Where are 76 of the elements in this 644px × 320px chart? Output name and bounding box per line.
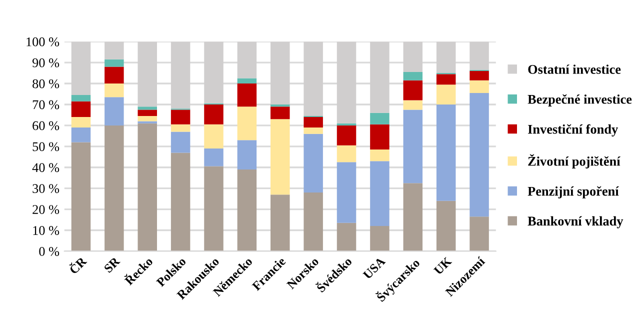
y-tick-label: 30 % <box>32 184 60 194</box>
bar <box>138 110 157 116</box>
bar <box>270 106 290 120</box>
bar <box>138 106 157 110</box>
bar <box>237 140 257 170</box>
bar <box>270 104 290 107</box>
y-tick-label: 40 % <box>32 163 60 172</box>
bar <box>71 142 91 252</box>
bar <box>304 117 323 128</box>
bar <box>270 119 290 195</box>
bar <box>204 166 224 252</box>
bar <box>403 80 423 100</box>
bar <box>104 59 124 67</box>
y-tick-label: 80 % <box>32 79 60 88</box>
x-tick-label: ČR <box>67 254 88 275</box>
y-tick-label: 70 % <box>32 100 60 110</box>
x-tick-label: SR <box>104 256 120 274</box>
bar <box>204 104 224 124</box>
bar <box>436 104 456 201</box>
bar <box>304 128 323 134</box>
legend-label: Životní pojištění <box>528 154 620 168</box>
bar <box>370 124 390 150</box>
legend-label: Investiční fondy <box>528 124 618 136</box>
y-tick-label: 60 % <box>32 121 60 130</box>
bar <box>436 200 456 252</box>
bar <box>336 125 356 146</box>
legend-label: Bankovní vklady <box>528 216 624 228</box>
bar <box>470 216 489 252</box>
bar <box>237 78 257 84</box>
bar <box>104 66 124 84</box>
bar <box>138 123 157 252</box>
bar <box>104 125 124 252</box>
bar <box>304 134 323 193</box>
bar <box>470 70 489 80</box>
bar <box>336 145 356 162</box>
bar <box>304 192 323 252</box>
y-tick-label: 20 % <box>32 205 60 214</box>
bar <box>436 74 456 85</box>
y-tick-label: 90 % <box>32 58 60 68</box>
bar <box>138 116 157 122</box>
legend-label: Penzijní spoření <box>528 186 619 198</box>
bar <box>71 117 91 128</box>
bar <box>370 150 390 162</box>
bar <box>470 92 489 217</box>
legend-label: Bezpečné investice <box>528 94 632 106</box>
bar <box>204 124 224 148</box>
y-tick-label: 10 % <box>33 226 60 235</box>
bar <box>104 97 124 126</box>
y-tick-label: 0 % <box>39 247 60 256</box>
bar <box>403 72 423 80</box>
bar <box>104 84 124 98</box>
bar <box>336 162 356 223</box>
bar <box>237 169 257 252</box>
bar <box>436 84 456 104</box>
bar <box>170 152 190 252</box>
bar <box>170 132 190 153</box>
legend-label: Ostatní investice <box>528 64 621 74</box>
bar <box>470 80 489 93</box>
bar <box>403 110 423 184</box>
bar <box>237 84 257 107</box>
bar <box>370 226 390 252</box>
bar <box>403 183 423 252</box>
bar <box>336 222 356 252</box>
bar <box>170 124 190 132</box>
bar <box>71 95 91 102</box>
bar <box>270 194 290 252</box>
y-tick-label: 100 % <box>26 37 60 46</box>
bar <box>204 148 224 166</box>
bar <box>237 106 257 140</box>
bar <box>71 128 91 142</box>
y-tick-label: 50 % <box>32 142 60 152</box>
bar <box>71 101 91 118</box>
bar <box>403 100 423 110</box>
bar <box>170 110 190 124</box>
bar <box>370 112 390 124</box>
bar <box>370 161 390 226</box>
